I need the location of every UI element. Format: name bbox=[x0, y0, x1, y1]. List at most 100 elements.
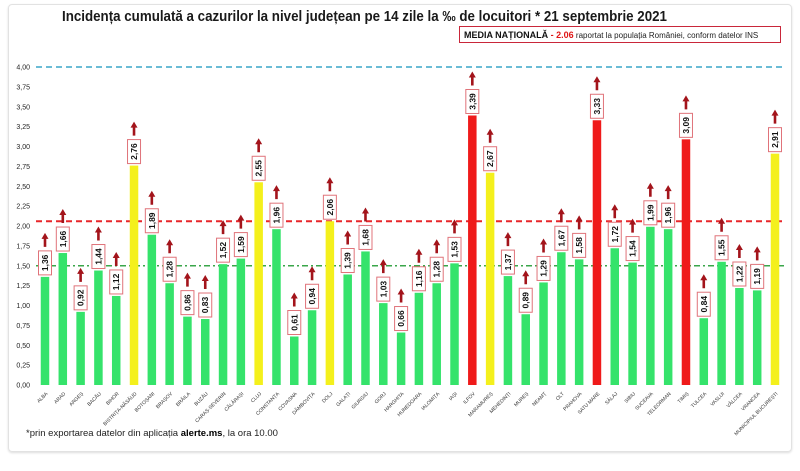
data-label-text: 0,66 bbox=[396, 310, 406, 327]
bar bbox=[129, 165, 139, 385]
bar bbox=[183, 316, 192, 385]
data-label: 0,66 bbox=[394, 306, 409, 332]
category-label: IALOMIȚA bbox=[420, 391, 441, 412]
data-label: 2,55 bbox=[251, 155, 266, 181]
trend-arrow-icon bbox=[629, 218, 637, 233]
data-label-box bbox=[714, 235, 729, 261]
trend-arrow-icon bbox=[415, 248, 423, 263]
data-label-text: 1,54 bbox=[628, 240, 638, 257]
trend-arrow-icon bbox=[522, 270, 530, 285]
category-label: NEAMȚ bbox=[531, 391, 548, 408]
data-label: 3,09 bbox=[678, 112, 693, 138]
data-label: 1,19 bbox=[750, 263, 765, 289]
data-label-box bbox=[109, 269, 124, 295]
category-label: DOLJ bbox=[321, 391, 335, 405]
data-label-text: 1,22 bbox=[734, 265, 744, 282]
data-label-box bbox=[411, 266, 426, 292]
trend-arrow-icon bbox=[540, 238, 548, 253]
bar bbox=[735, 288, 744, 385]
category-label: TULCEA bbox=[690, 391, 709, 410]
category-label: CLUJ bbox=[250, 391, 263, 404]
data-label-text: 0,94 bbox=[307, 288, 317, 305]
trend-arrow-icon bbox=[112, 251, 120, 266]
data-label: 1,53 bbox=[447, 236, 462, 262]
data-label-text: 1,19 bbox=[752, 268, 762, 285]
data-label-text: 1,55 bbox=[717, 239, 727, 256]
trend-arrow-icon bbox=[59, 209, 67, 224]
bar bbox=[200, 319, 210, 385]
trend-arrow-icon bbox=[344, 230, 352, 245]
bar bbox=[628, 262, 637, 385]
data-label: 1,68 bbox=[358, 224, 373, 250]
bar bbox=[325, 221, 335, 385]
data-label-box bbox=[287, 310, 302, 336]
data-label-box bbox=[696, 291, 711, 317]
trend-arrow-icon bbox=[326, 177, 334, 192]
y-tick-label: 0,00 bbox=[16, 383, 30, 390]
data-label-text: 1,53 bbox=[450, 241, 460, 258]
data-label-text: 1,96 bbox=[271, 207, 281, 224]
category-label: BIHOR bbox=[105, 391, 121, 407]
data-label-box bbox=[500, 249, 515, 275]
category-label: IAȘI bbox=[448, 391, 459, 402]
data-label-box bbox=[251, 155, 266, 181]
bar bbox=[503, 276, 513, 385]
data-label: 1,36 bbox=[38, 250, 52, 276]
data-label-text: 3,33 bbox=[592, 98, 602, 115]
y-tick-label: 1,75 bbox=[16, 243, 30, 250]
data-label-text: 1,28 bbox=[432, 261, 442, 278]
data-label: 0,84 bbox=[696, 291, 711, 317]
data-label-text: 1,52 bbox=[218, 242, 228, 259]
trend-arrow-icon bbox=[237, 214, 245, 229]
bar bbox=[681, 139, 691, 385]
bar bbox=[450, 263, 459, 385]
data-label: 1,28 bbox=[162, 256, 177, 282]
trend-arrow-icon bbox=[361, 207, 369, 222]
category-label: MUREȘ bbox=[513, 391, 530, 408]
data-label: 1,55 bbox=[714, 235, 729, 261]
data-label-box bbox=[305, 283, 320, 309]
category-label: OLT bbox=[555, 391, 566, 402]
category-label: SIBIU bbox=[623, 391, 637, 405]
trend-arrow-icon bbox=[255, 138, 263, 153]
category-label: BUZĂU bbox=[193, 390, 210, 407]
bar bbox=[414, 292, 424, 385]
bar bbox=[592, 120, 602, 385]
data-label-text: 0,89 bbox=[521, 292, 531, 309]
trend-arrow-icon bbox=[290, 292, 298, 307]
data-label: 0,89 bbox=[518, 287, 533, 313]
y-tick-label: 0,50 bbox=[16, 343, 30, 350]
data-label-text: 1,29 bbox=[539, 260, 549, 277]
category-label: GALAȚI bbox=[335, 391, 352, 408]
data-label-text: 1,28 bbox=[165, 261, 175, 278]
data-label-text: 1,68 bbox=[360, 229, 370, 246]
trend-arrow-icon bbox=[771, 109, 779, 124]
trend-arrow-icon bbox=[611, 204, 619, 219]
data-label-box bbox=[394, 306, 409, 332]
bar bbox=[58, 253, 68, 385]
data-label-text: 0,61 bbox=[289, 314, 299, 331]
bar bbox=[290, 336, 299, 385]
data-label: 1,58 bbox=[572, 232, 587, 258]
y-tick-label: 3,25 bbox=[16, 124, 30, 131]
data-label-box bbox=[661, 202, 676, 228]
chart-frame bbox=[8, 4, 792, 452]
data-label: 1,03 bbox=[376, 276, 391, 302]
bar bbox=[396, 332, 406, 385]
bar bbox=[557, 252, 566, 385]
data-label-box bbox=[732, 261, 747, 287]
national-average-label: MEDIA NAȚIONALĂ bbox=[464, 30, 549, 40]
data-label-text: 0,84 bbox=[699, 296, 709, 313]
data-label-text: 1,39 bbox=[343, 252, 353, 269]
data-label-text: 1,89 bbox=[147, 212, 157, 229]
data-label-text: 1,44 bbox=[93, 248, 103, 265]
data-label-box bbox=[572, 232, 587, 258]
data-label: 1,12 bbox=[109, 269, 124, 295]
data-label-box bbox=[465, 88, 480, 114]
data-label: 1,44 bbox=[91, 244, 106, 270]
data-label: 2,91 bbox=[768, 127, 782, 153]
trend-arrow-icon bbox=[308, 266, 316, 281]
data-label-box bbox=[643, 200, 658, 226]
data-label-box bbox=[38, 250, 52, 276]
data-label-box bbox=[358, 224, 373, 250]
